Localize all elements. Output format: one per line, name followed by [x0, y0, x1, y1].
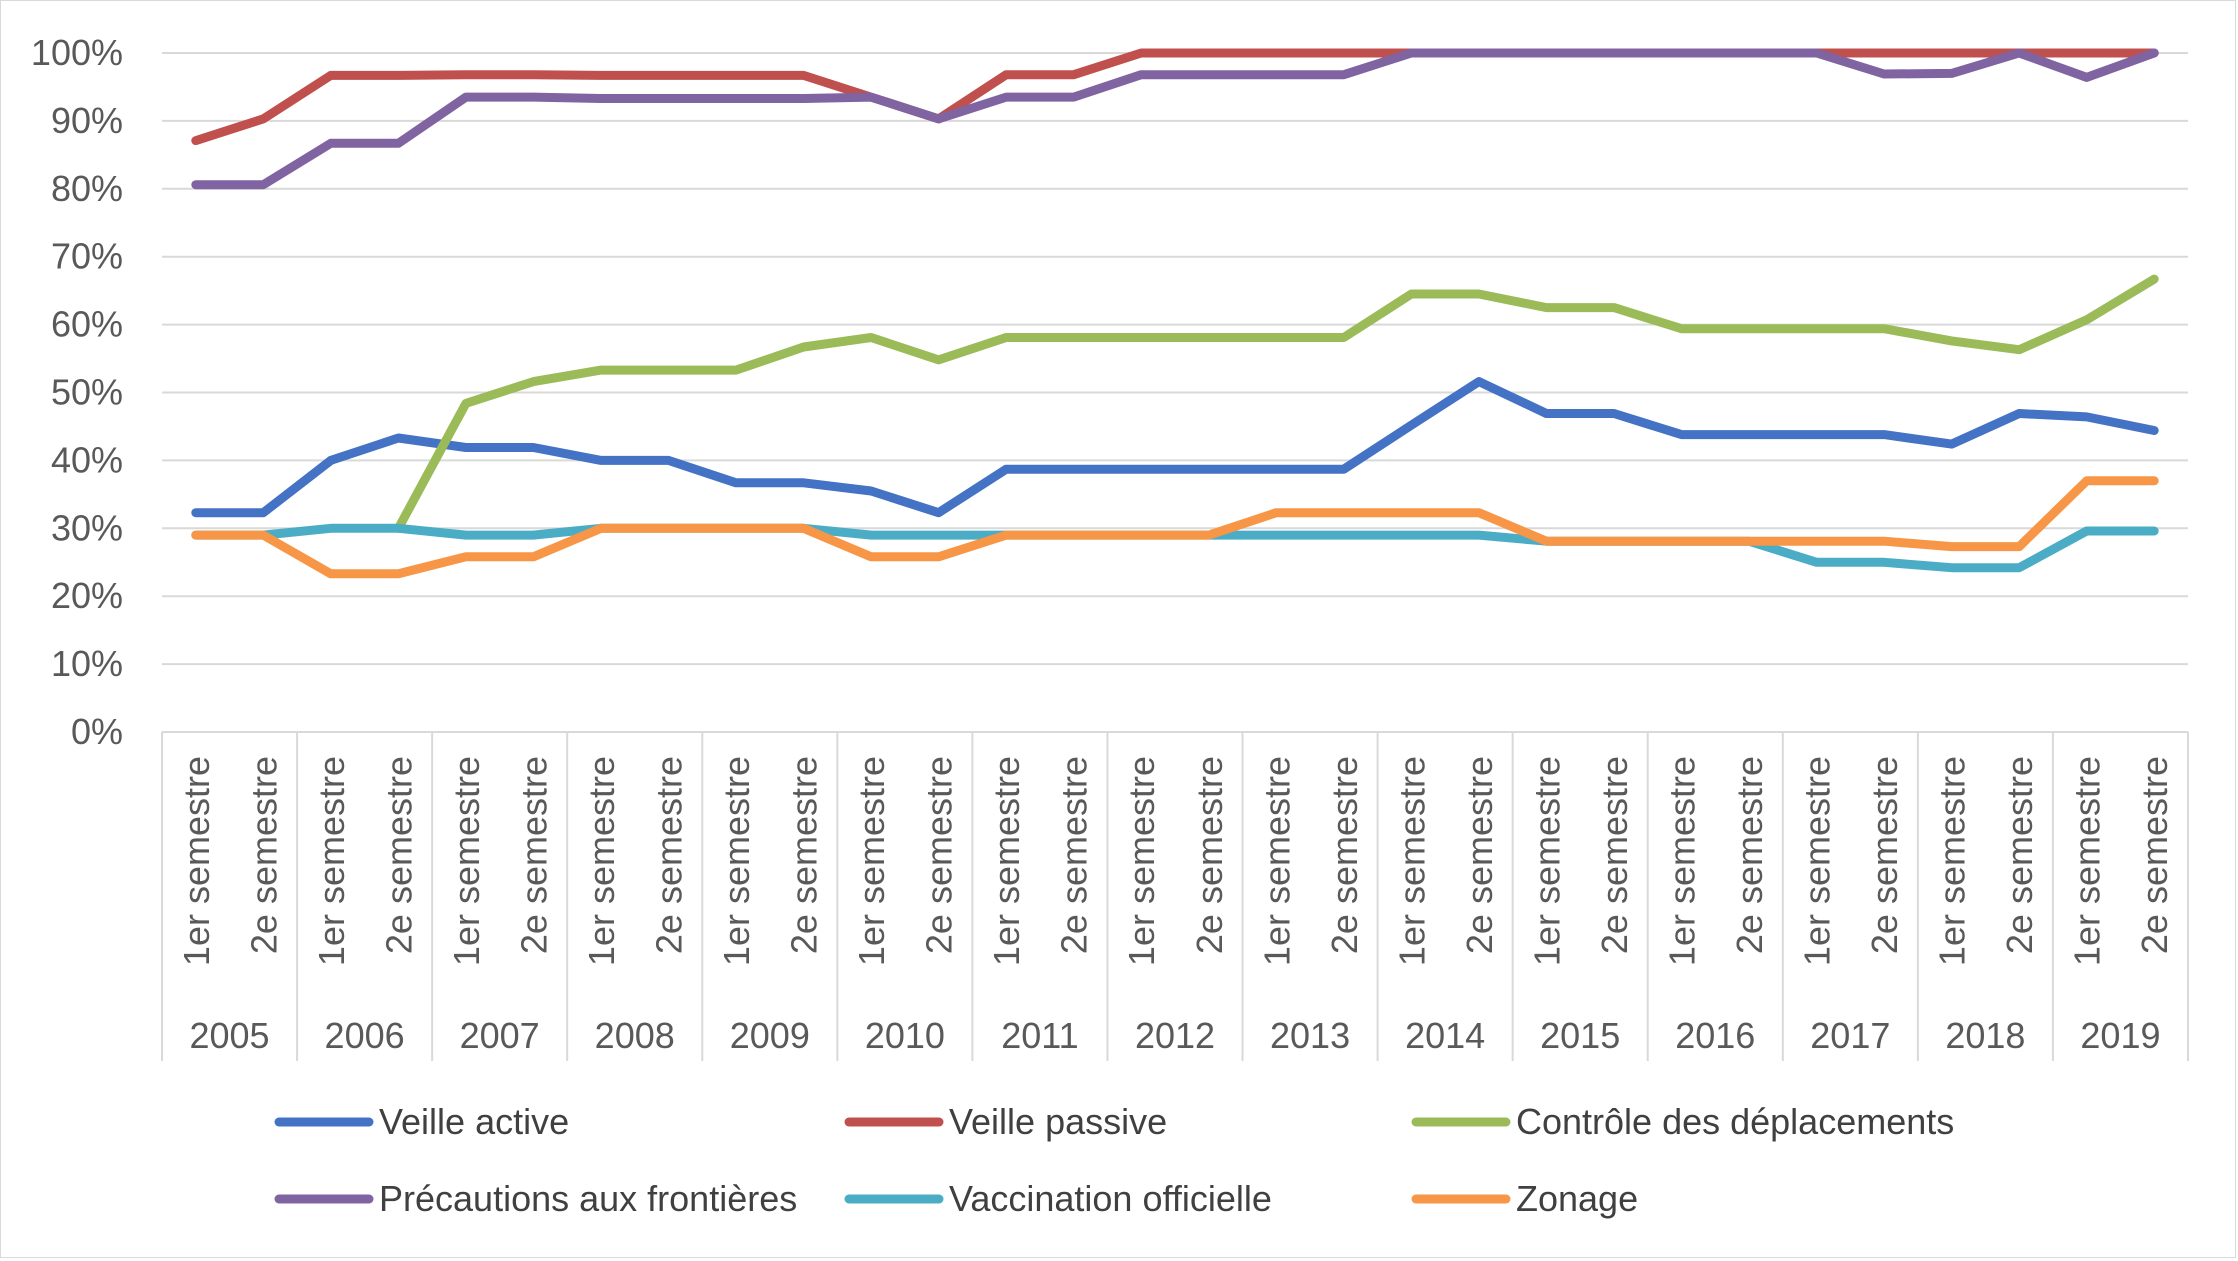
legend-label: Zonage — [1516, 1178, 1638, 1219]
series-line-4 — [191, 48, 2159, 190]
x-year-label: 2012 — [1135, 1015, 1215, 1056]
x-year-label: 2006 — [325, 1015, 405, 1056]
x-tick-label: 1er semestre — [1932, 756, 1973, 966]
x-tick-label: 1er semestre — [986, 756, 1027, 966]
x-tick-label: 1er semestre — [311, 756, 352, 966]
x-tick-label: 2e semestre — [378, 756, 419, 954]
series-line-1 — [191, 377, 2159, 518]
series-line-3 — [393, 274, 2159, 533]
y-tick-label: 90% — [51, 100, 123, 141]
x-tick-label: 1er semestre — [1391, 756, 1432, 966]
x-year-label: 2011 — [1001, 1015, 1078, 1056]
x-tick-label: 1er semestre — [1797, 756, 1838, 966]
x-tick-label: 2e semestre — [2134, 756, 2175, 954]
x-tick-label: 2e semestre — [1459, 756, 1500, 954]
x-tick-label: 1er semestre — [716, 756, 757, 966]
y-tick-label: 80% — [51, 168, 123, 209]
x-year-label: 2010 — [865, 1015, 945, 1056]
x-tick-label: 2e semestre — [1054, 756, 1095, 954]
x-tick-label: 2e semestre — [1729, 756, 1770, 954]
x-tick-label: 2e semestre — [513, 756, 554, 954]
legend-label: Veille active — [379, 1101, 569, 1142]
x-tick-label: 2e semestre — [1594, 756, 1635, 954]
y-tick-label: 100% — [31, 32, 123, 73]
y-tick-label: 40% — [51, 439, 123, 480]
series-line-6 — [191, 476, 2159, 579]
y-tick-label: 70% — [51, 236, 123, 277]
x-tick-label: 1er semestre — [1662, 756, 1703, 966]
x-tick-label: 1er semestre — [176, 756, 217, 966]
x-tick-label: 2e semestre — [649, 756, 690, 954]
x-tick-label: 1er semestre — [446, 756, 487, 966]
y-tick-label: 30% — [51, 507, 123, 548]
x-year-label: 2018 — [1945, 1015, 2025, 1056]
series-lines — [191, 48, 2159, 579]
axes: 0% 10% 20% 30% 40% 50% 60% 70% 80% 90% 100% 1er sem… — [31, 32, 2189, 1061]
legend-label: Veille passive — [949, 1101, 1167, 1142]
x-year-label: 2007 — [460, 1015, 540, 1056]
legend-label: Précautions aux frontières — [379, 1178, 797, 1219]
legend-label: Contrôle des déplacements — [1516, 1101, 1954, 1142]
y-tick-label: 0% — [71, 711, 123, 752]
legend: Veille active Veille passive Contrôle des … — [274, 1101, 1954, 1219]
x-year-label: 2019 — [2080, 1015, 2160, 1056]
x-tick-label: 2e semestre — [243, 756, 284, 954]
y-tick-label: 20% — [51, 575, 123, 616]
x-year-label: 2014 — [1405, 1015, 1485, 1056]
x-tick-label: 2e semestre — [919, 756, 960, 954]
legend-label: Vaccination officielle — [949, 1178, 1272, 1219]
x-tick-label: 1er semestre — [851, 756, 892, 966]
y-tick-label: 50% — [51, 372, 123, 413]
x-year-label: 2016 — [1675, 1015, 1755, 1056]
x-tick-label: 1er semestre — [2067, 756, 2108, 966]
x-year-label: 2005 — [189, 1015, 269, 1056]
x-year-label: 2009 — [730, 1015, 810, 1056]
x-year-label: 2008 — [595, 1015, 675, 1056]
x-tick-label: 1er semestre — [1256, 756, 1297, 966]
x-tick-label: 2e semestre — [1189, 756, 1230, 954]
y-tick-label: 10% — [51, 643, 123, 684]
x-tick-label: 2e semestre — [1324, 756, 1365, 954]
x-tick-label: 2e semestre — [1999, 756, 2040, 954]
x-tick-label: 1er semestre — [581, 756, 622, 966]
x-tick-label: 2e semestre — [1864, 756, 1905, 954]
y-tick-label: 60% — [51, 304, 123, 345]
x-tick-label: 1er semestre — [1526, 756, 1567, 966]
gridlines — [162, 52, 2188, 666]
x-year-label: 2015 — [1540, 1015, 1620, 1056]
x-year-label: 2013 — [1270, 1015, 1350, 1056]
x-tick-label: 1er semestre — [1121, 756, 1162, 966]
x-year-label: 2017 — [1810, 1015, 1890, 1056]
x-tick-label: 2e semestre — [784, 756, 825, 954]
